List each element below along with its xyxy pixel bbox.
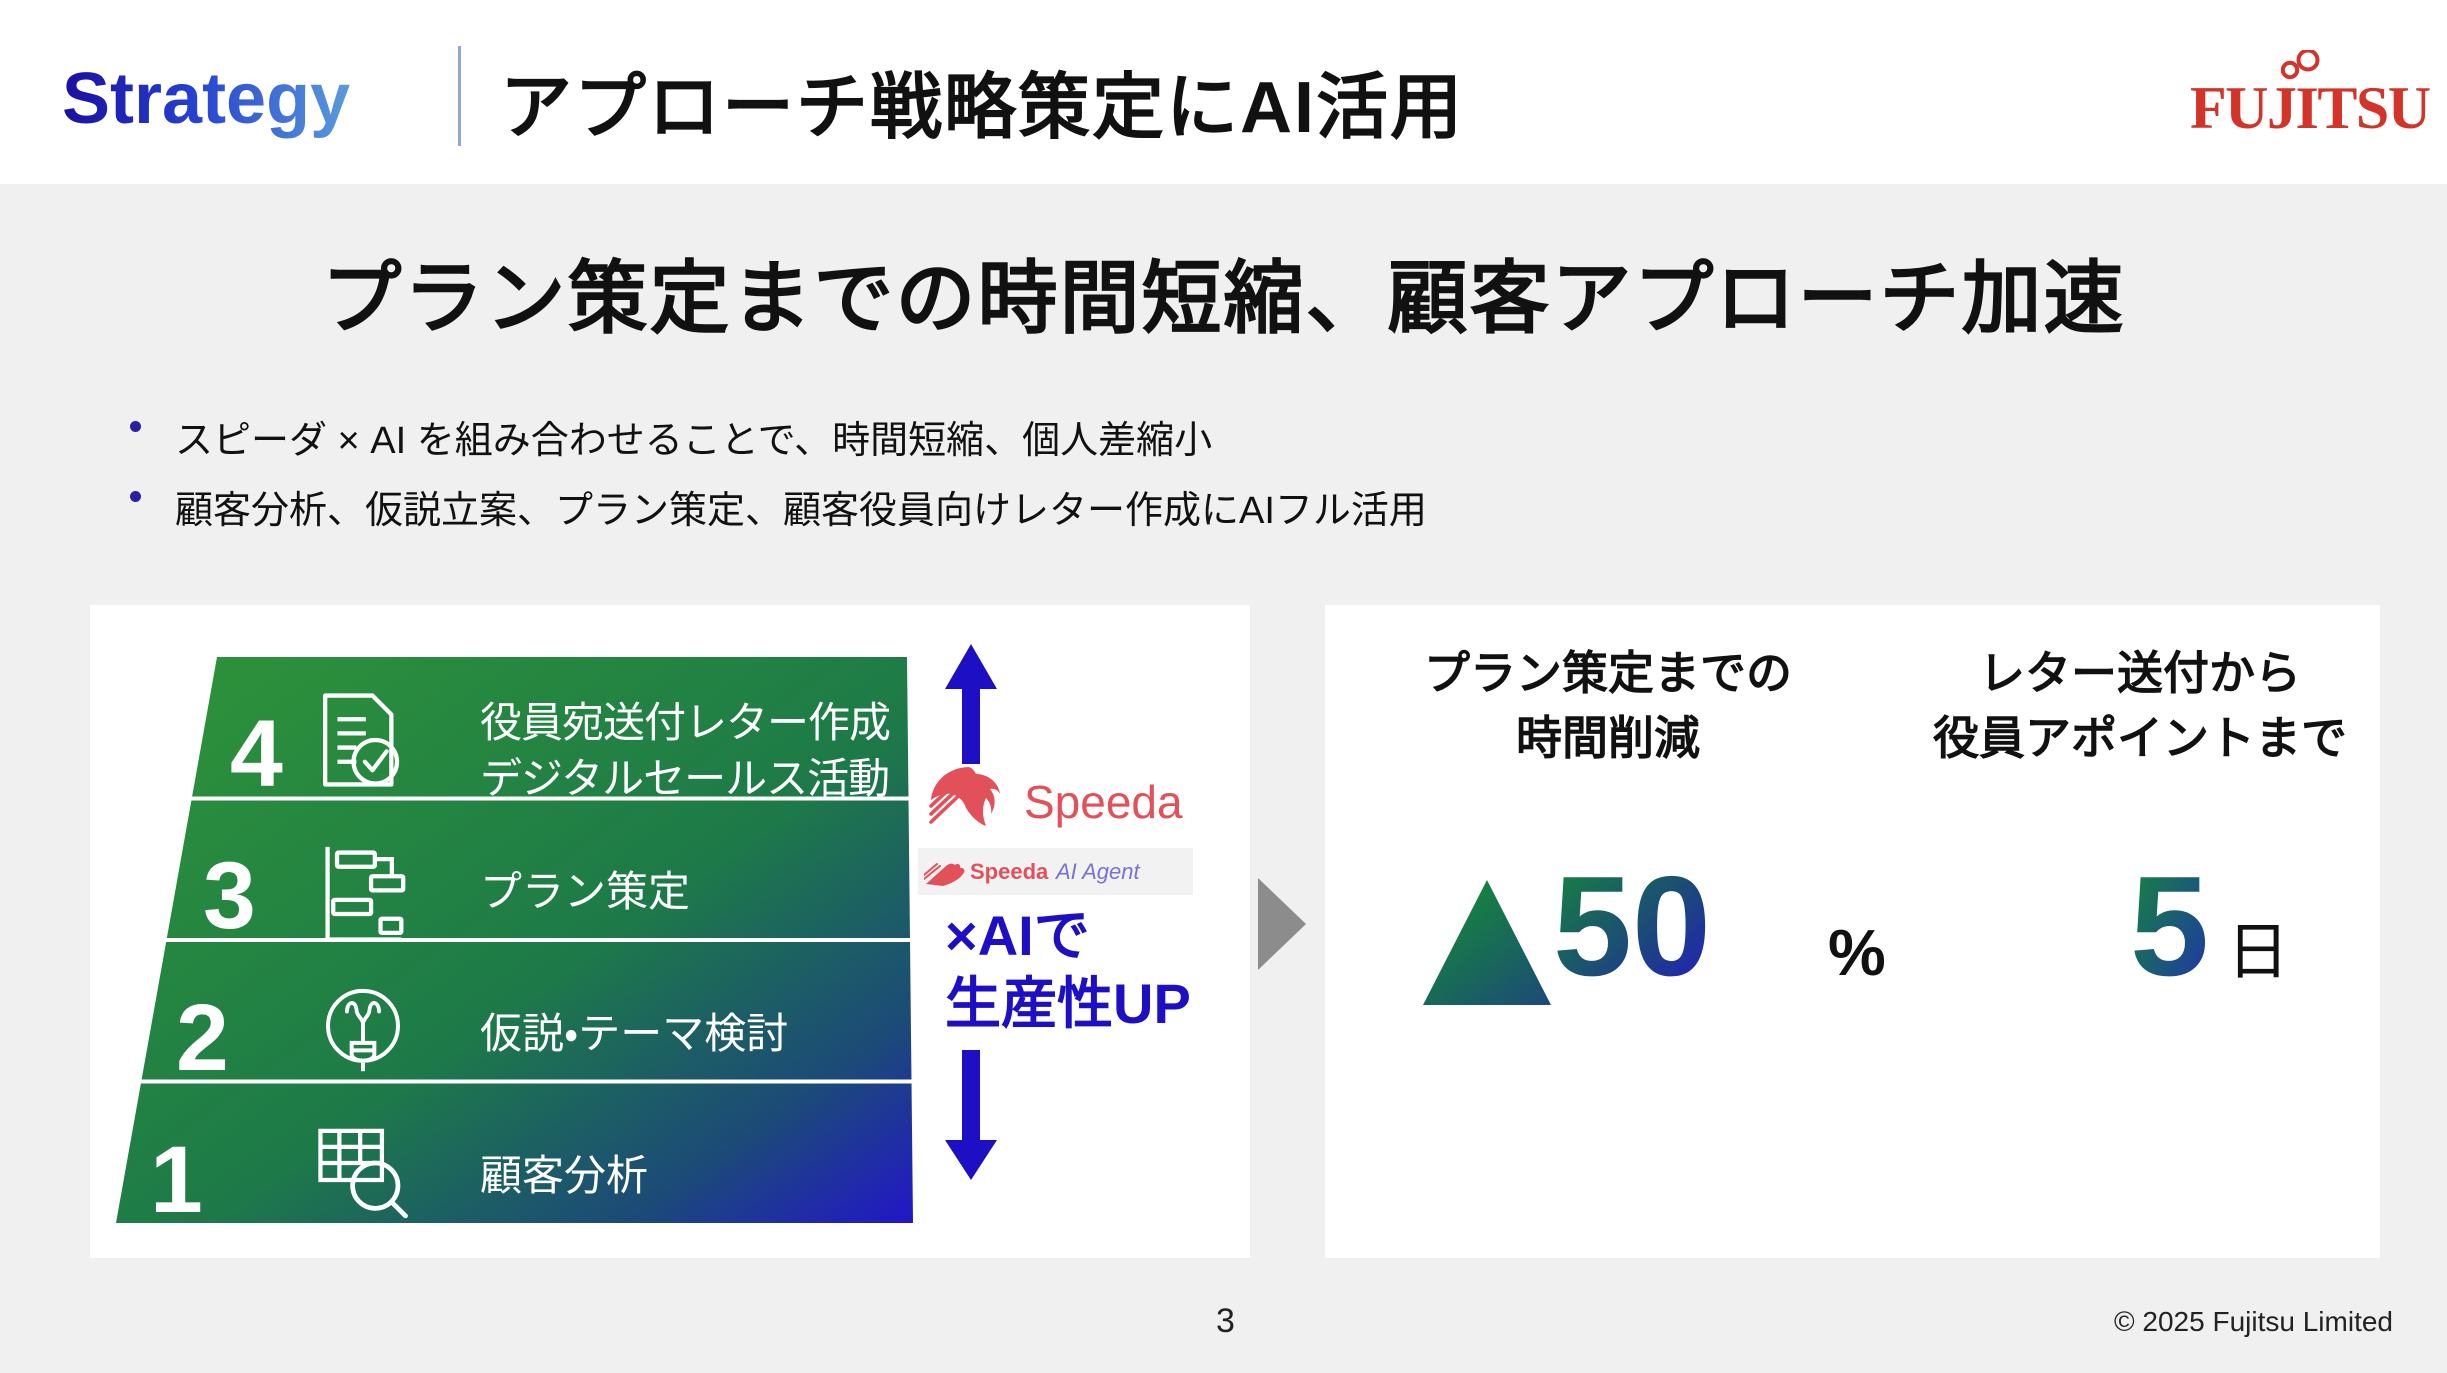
svg-text:AI Agent: AI Agent (1054, 859, 1140, 884)
svg-text:Speeda: Speeda (1024, 776, 1183, 828)
svg-text:5: 5 (2130, 855, 2209, 1005)
svg-text:50: 50 (1553, 855, 1711, 1005)
svg-text:Speeda: Speeda (970, 859, 1049, 884)
svg-text:FUJITSU: FUJITSU (2190, 75, 2430, 141)
svg-text:%: % (1828, 916, 1886, 989)
svg-text:日: 日 (2227, 918, 2289, 987)
